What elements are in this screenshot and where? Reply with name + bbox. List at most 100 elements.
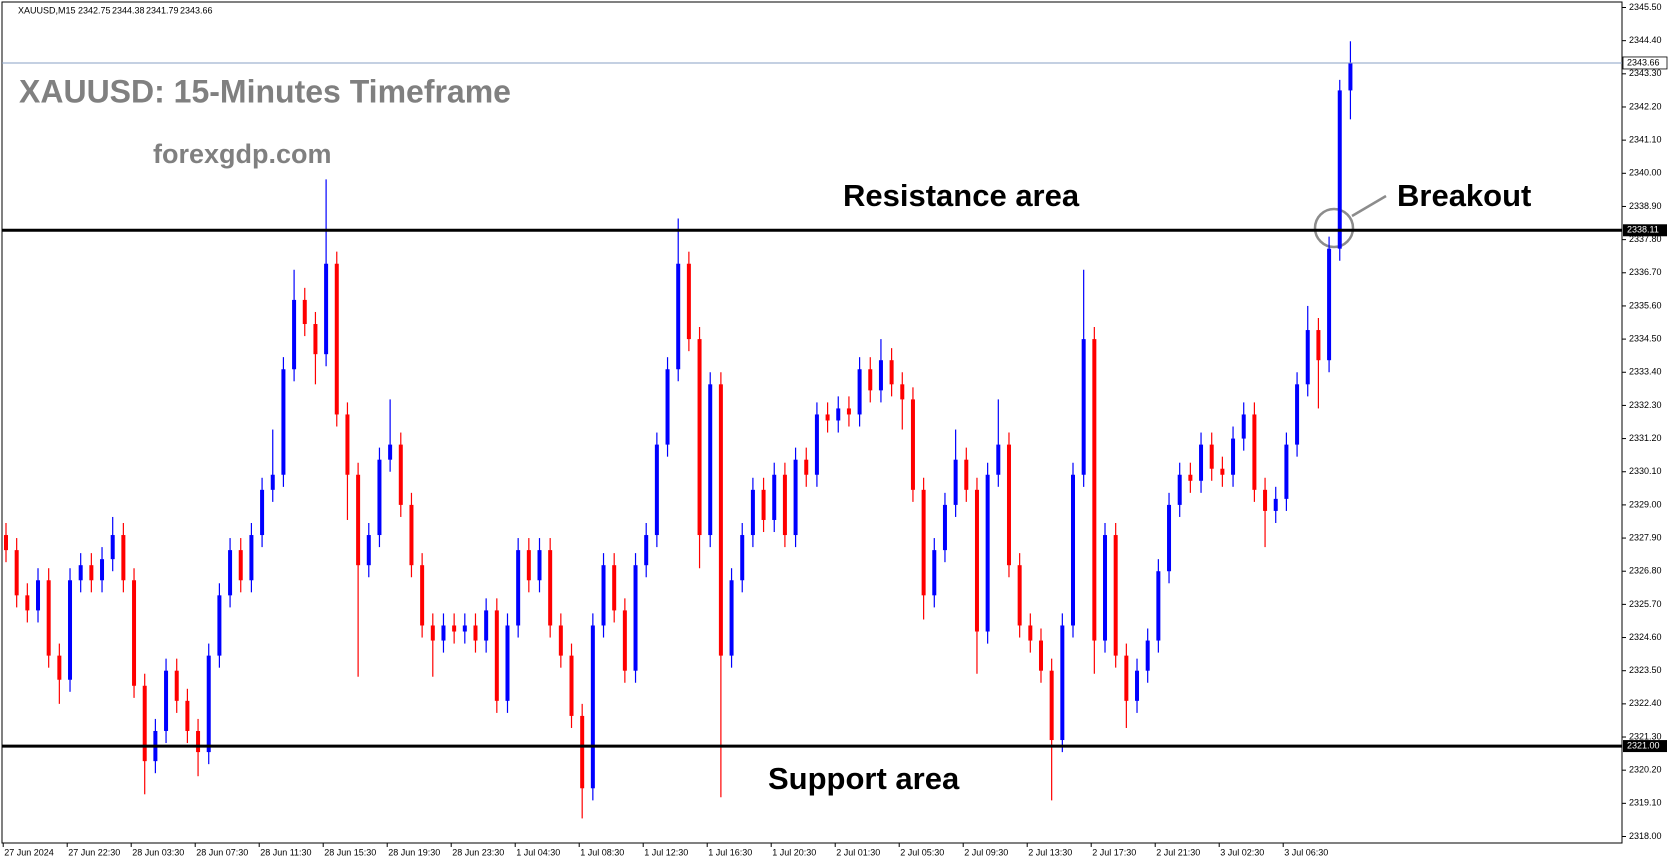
chart-title: XAUUSD: 15-Minutes Timeframe: [19, 73, 511, 109]
x-tick-label: 28 Jun 19:30: [388, 847, 440, 857]
candle-body: [633, 565, 638, 671]
candle-body: [452, 625, 457, 632]
candle-body: [57, 655, 62, 680]
candle-body: [46, 580, 51, 656]
x-tick-label: 28 Jun 03:30: [132, 847, 184, 857]
candle-body: [1305, 330, 1310, 385]
candle-body: [345, 414, 350, 475]
candle-body: [420, 565, 425, 626]
current-price-tag: [1622, 56, 1668, 70]
candle-body: [484, 610, 489, 641]
y-tick-label: 2325.70: [1629, 599, 1662, 609]
candle-body: [857, 369, 862, 415]
candle-body: [1188, 474, 1193, 481]
candle-body: [676, 263, 681, 370]
y-tick-label: 2319.10: [1629, 798, 1662, 808]
ohlc-close: 2343.66: [180, 5, 213, 15]
resistance-label: Resistance area: [843, 178, 1080, 213]
candle-body: [942, 504, 947, 551]
candle-body: [366, 535, 371, 566]
candle-body: [78, 565, 83, 581]
candle-body: [825, 414, 830, 421]
y-tick-label: 2327.90: [1629, 532, 1662, 542]
candle-body: [430, 625, 435, 641]
y-tick-label: 2324.60: [1629, 632, 1662, 642]
candle-body: [996, 444, 1001, 475]
y-tick-label: 2323.50: [1629, 665, 1662, 675]
candle-body: [238, 550, 243, 581]
candle-body: [388, 444, 393, 460]
y-tick-label: 2343.30: [1629, 68, 1662, 78]
candle-body: [569, 655, 574, 716]
x-tick-label: 28 Jun 07:30: [196, 847, 248, 857]
candle-body: [249, 535, 254, 581]
candle-body: [1103, 535, 1108, 641]
y-tick-label: 2344.40: [1629, 35, 1662, 45]
candle-body: [868, 369, 873, 391]
y-tick-label: 2341.10: [1629, 135, 1662, 145]
candle-body: [1135, 670, 1140, 701]
candle-body: [1348, 62, 1353, 91]
y-tick-label: 2334.50: [1629, 333, 1662, 343]
x-tick-label: 1 Jul 12:30: [644, 847, 688, 857]
candle-body: [953, 459, 958, 505]
candle-body: [313, 324, 318, 355]
x-tick-label: 28 Jun 11:30: [260, 847, 311, 857]
candle-body: [505, 625, 510, 701]
candle-body: [1263, 489, 1268, 511]
level-tag: [1623, 740, 1667, 753]
candle-body: [932, 550, 937, 596]
y-tick-label: 2322.40: [1629, 698, 1662, 708]
x-tick-label: 27 Jun 22:30: [68, 847, 120, 857]
candle-body: [622, 610, 627, 671]
candle-body: [814, 414, 819, 475]
candle-body: [270, 474, 275, 490]
x-tick-label: 1 Jul 16:30: [708, 847, 752, 857]
candle-body: [1049, 670, 1054, 741]
candle-body: [1124, 655, 1129, 701]
candle-body: [985, 474, 990, 632]
candle-body: [889, 360, 894, 385]
y-tick-label: 2345.50: [1629, 2, 1662, 12]
candle-body: [4, 535, 8, 551]
candle-body: [377, 459, 382, 536]
candle-body: [964, 459, 969, 490]
candle-body: [462, 625, 467, 632]
candle-body: [537, 550, 542, 581]
candle-body: [1145, 640, 1150, 671]
x-tick-label: 28 Jun 23:30: [452, 847, 504, 857]
candle-body: [580, 715, 585, 789]
candle-body: [89, 565, 94, 581]
candle-body: [1060, 625, 1065, 741]
candle-body: [974, 489, 979, 632]
candle-body: [1038, 640, 1043, 671]
x-tick-label: 1 Jul 20:30: [772, 847, 816, 857]
candle-body: [217, 595, 222, 656]
y-tick-label: 2340.00: [1629, 168, 1662, 178]
candle-body: [548, 550, 553, 626]
candle-body: [590, 625, 595, 789]
candle-body: [228, 550, 233, 596]
candle-body: [654, 444, 659, 536]
candle-body: [1327, 248, 1332, 361]
x-tick-label: 2 Jul 01:30: [836, 847, 880, 857]
x-tick-label: 3 Jul 06:30: [1284, 847, 1328, 857]
candle-body: [185, 700, 190, 731]
candle-body: [1241, 414, 1246, 439]
x-tick-label: 1 Jul 08:30: [580, 847, 624, 857]
candle-body: [174, 670, 179, 701]
candle-body: [1092, 339, 1097, 641]
y-tick-label: 2321.30: [1629, 731, 1662, 741]
x-tick-label: 27 Jun 2024: [4, 847, 54, 857]
candle-body: [1337, 90, 1342, 249]
support-label: Support area: [768, 761, 960, 796]
candle-body: [1220, 468, 1225, 475]
candle-body: [708, 384, 713, 536]
candle-body: [1028, 625, 1033, 641]
candle-body: [1156, 571, 1161, 641]
y-tick-label: 2336.70: [1629, 267, 1662, 277]
y-tick-label: 2337.80: [1629, 234, 1662, 244]
candle-body: [878, 360, 883, 391]
candle-body: [1017, 565, 1022, 626]
candle-body: [142, 685, 147, 762]
